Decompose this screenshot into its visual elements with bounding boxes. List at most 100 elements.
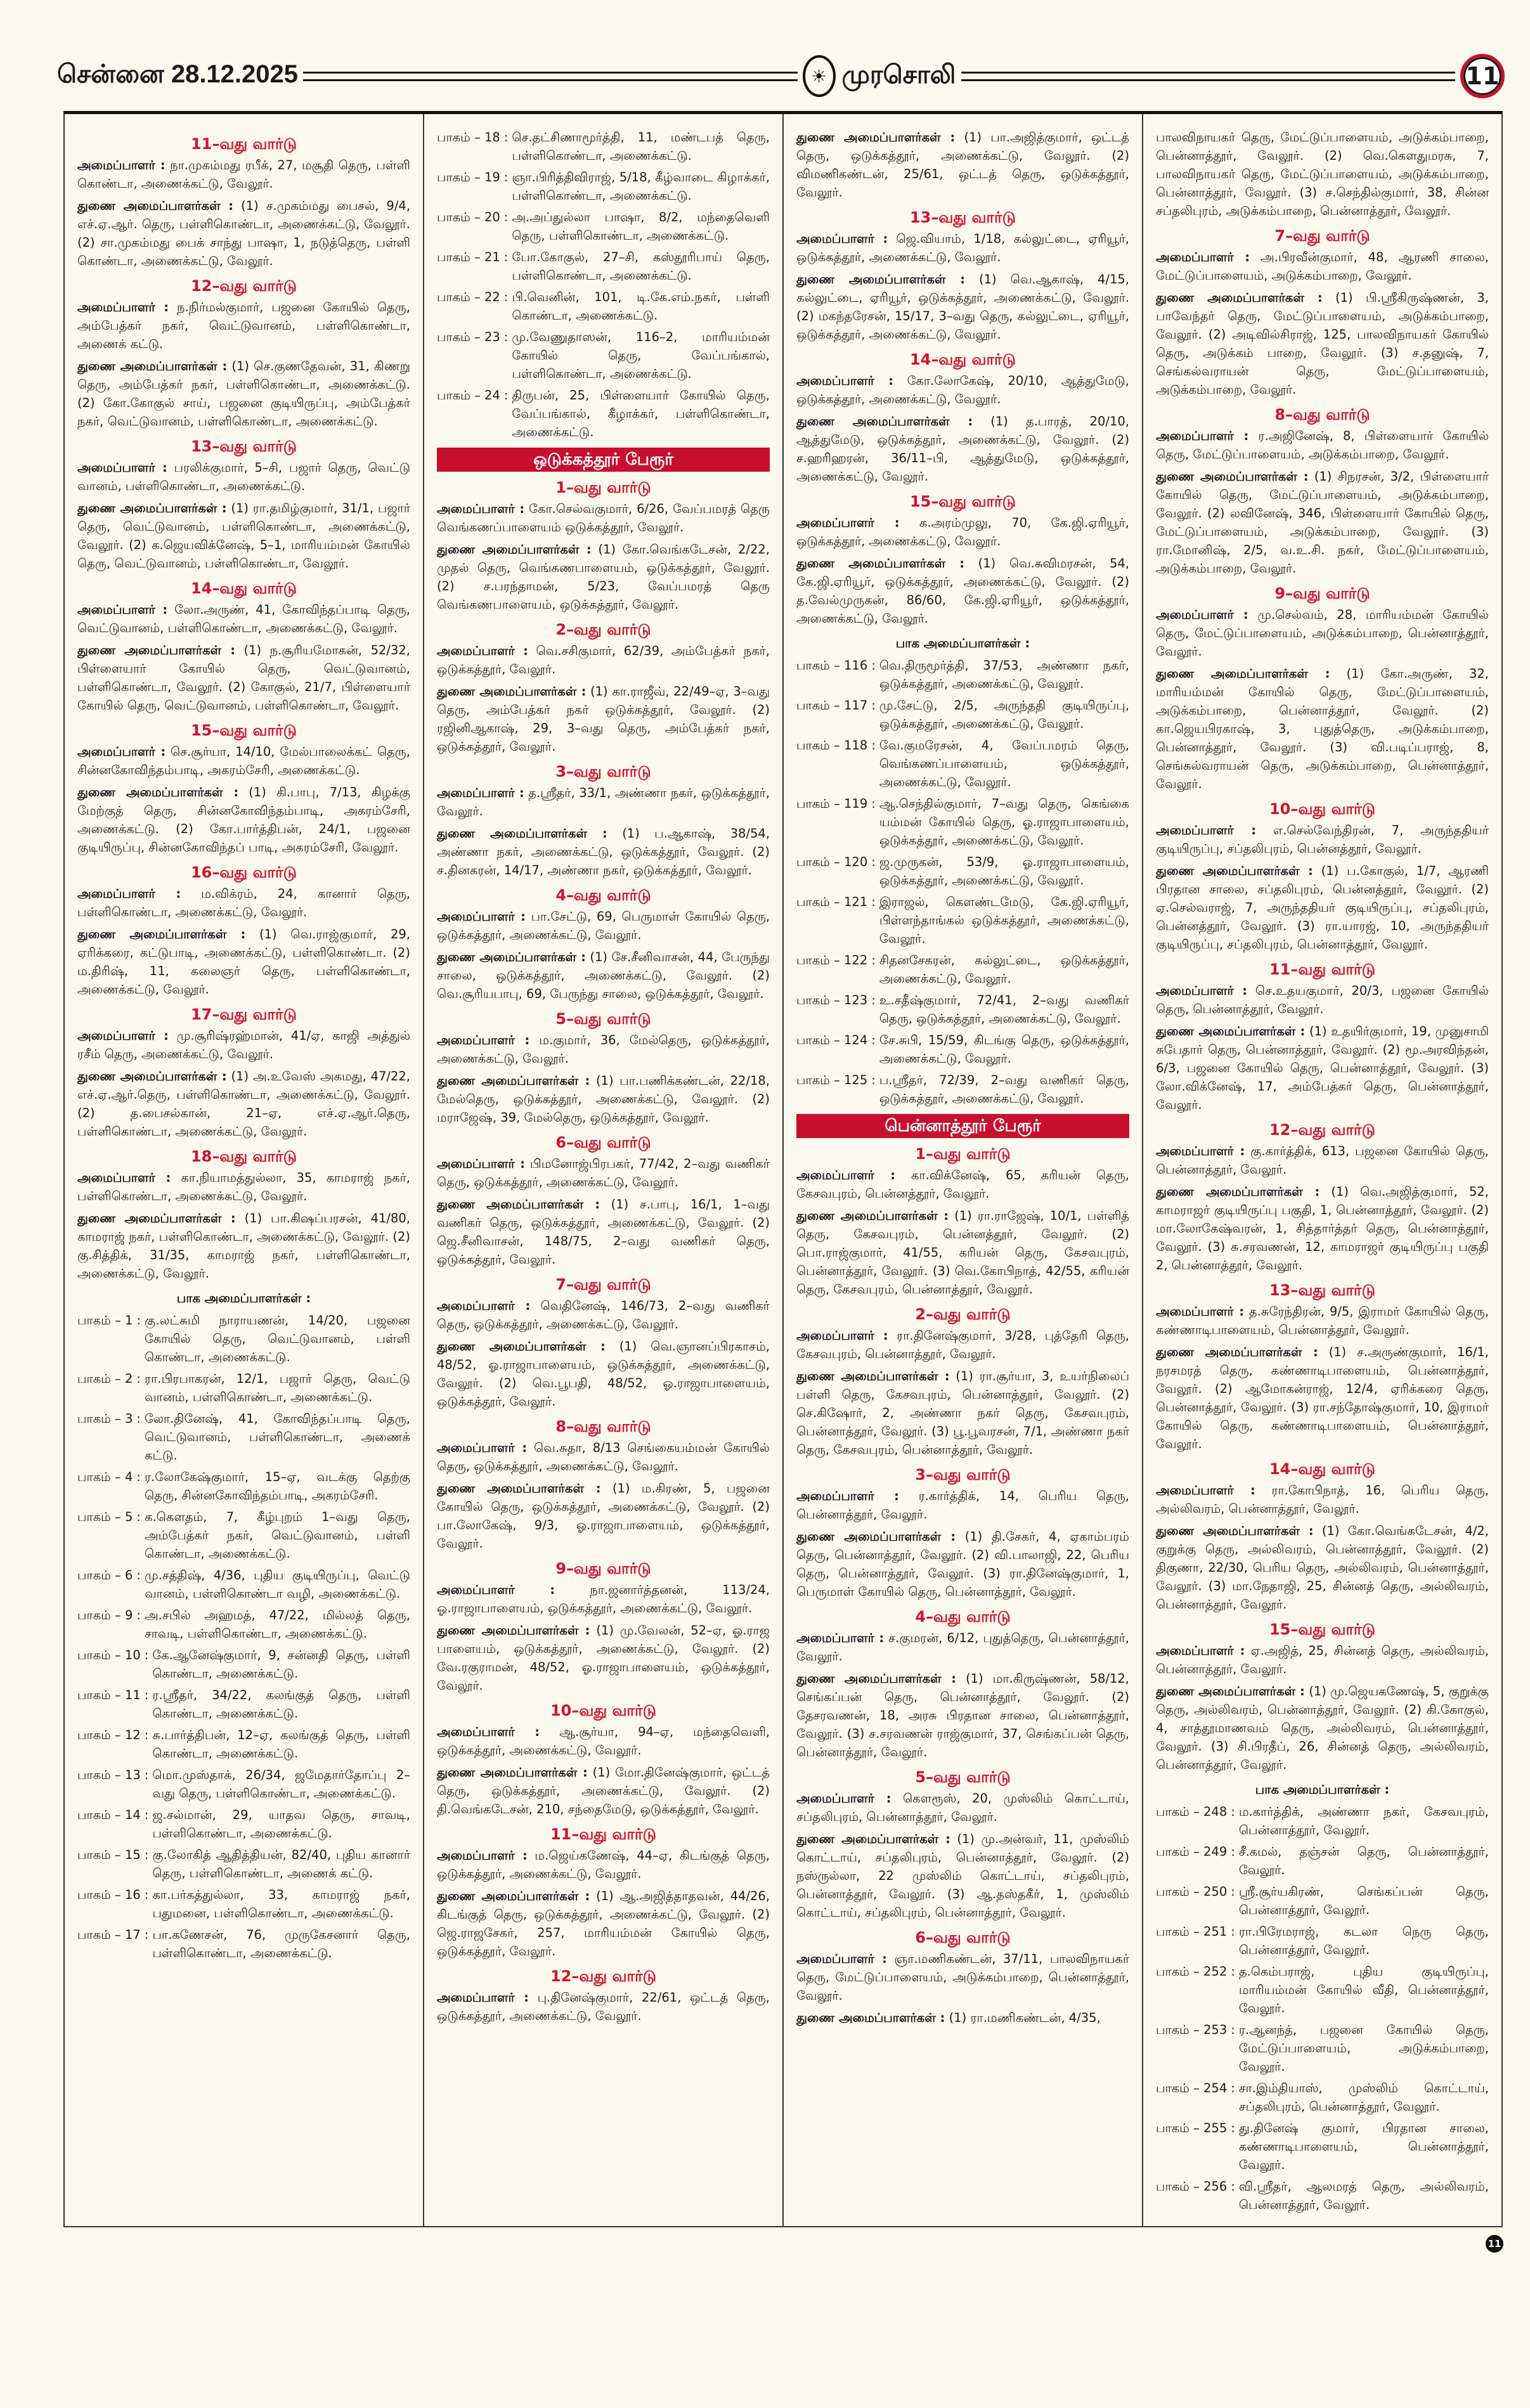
separator: : (136, 1411, 141, 1426)
organizer-entry: துணை அமைப்பாளர்கள் : (1) ச.முகம்மது பைசல… (77, 197, 410, 270)
organizer-details: பாலவிநாயகர் தெரு, மேட்டுப்பாளையம், அடுக்… (1156, 130, 1489, 218)
ward-heading: 10–வது வார்டு (1269, 800, 1375, 818)
separator: : (144, 1848, 149, 1862)
organizer-entry: துணை அமைப்பாளர்கள் : (1) வெ.சுவிமரசன், 5… (796, 554, 1129, 628)
organizer-details: (1) சிநரசன், 3/2, பிள்ளையார் கோயில் தெரு… (1156, 469, 1489, 576)
booth-entry: பாகம் – 11: ர.ஸ்ரீதர், 34/22, கலங்குத் தெ… (77, 1686, 410, 1723)
booth-organizer-details: ஆ.செந்தில்குமார், 7–வது தெரு, கெங்கை யம்… (879, 796, 1129, 848)
separator: : (1231, 1924, 1235, 1939)
booth-entry: பாகம் – 253: ர.ஆனந்த், பஜனை கோயில் தெரு, … (1156, 2021, 1489, 2076)
role-label: அமைப்பாளர் : (77, 1170, 171, 1185)
role-label: அமைப்பாளர் : (437, 786, 524, 800)
separator: : (136, 1510, 141, 1524)
booth-entry: பாகம் – 13: மொ.முஸ்தாக், 26/34, ஜமேதார்தோ… (77, 1766, 410, 1803)
organizer-details: (1) மோ.தினேஷ்குமார், ஒட்டத் தெரு, ஒடுக்க… (437, 1765, 770, 1816)
organizer-details: (1) ந.சூரியமோகன், 52/32, பிள்ளையார் கோயி… (77, 643, 410, 713)
organizer-entry: அமைப்பாளர் : நா.முகம்மது ரபீக், 27, மசூத… (77, 156, 410, 193)
organizer-details: (1) அ.உவேஸ் அகமது, 47/22, எச்.ஏ.ஆர்.தெரு… (77, 1069, 411, 1139)
organizer-details: ரா.தினேஷ்குமார், 3/28, புத்தேரி தெரு, கே… (796, 1328, 1129, 1361)
role-label: அமைப்பாளர் : (437, 909, 526, 924)
booth-entry: பாகம் – 1: கு.லட்சுமி நாராயணன், 14/20, பஜ… (77, 1311, 410, 1366)
newspaper-name: முரசொலி (841, 60, 956, 89)
organizer-details: த.ஸ்ரீதர், 33/1, அண்ணா நகர், ஒடுக்கத்தூர… (437, 786, 770, 819)
organizer-entry: துணை அமைப்பாளர்கள் : (1) கா.ராஜீவ், 22/4… (437, 682, 770, 756)
ward-heading: 17–வது வார்டு (190, 1006, 297, 1023)
role-label: அமைப்பாளர் : (437, 644, 528, 658)
header-rule (303, 71, 798, 81)
separator: : (871, 1073, 876, 1087)
ward-heading: 3–வது வார்டு (555, 763, 651, 780)
role-label: அமைப்பாளர் : (1156, 1304, 1245, 1319)
booth-organizer-details: கே.ஆனேஷ்குமார், 9, சன்னதி தெரு, பள்ளி கொ… (152, 1648, 410, 1681)
booth-organizer-details: ர.லோகேஷ்குமார், 15–ஏ, வடக்கு தெற்கு தெரு… (145, 1470, 410, 1503)
organizer-entry: துணை அமைப்பாளர்கள் : (1) வெ.ஆகாஷ், 4/15,… (796, 270, 1129, 344)
booth-number: பாகம் – 22 (437, 290, 500, 304)
organizer-entry: துணை அமைப்பாளர்கள் : (1) பி.ஸ்ரீகிருஷ்ணன… (1156, 288, 1489, 399)
role-label: அமைப்பாளர் : (437, 1440, 528, 1455)
header-rule (961, 71, 1455, 81)
organizer-details: ஆ.சூர்யா, 94–ஏ, மந்தைவெளி, ஒடுக்கத்தூர்,… (437, 1725, 770, 1757)
role-label: துணை அமைப்பாளர்கள் : (437, 1623, 590, 1638)
booth-organizer-details: கா.பர்கத்துல்லா, 33, காமராஜ் நகர், பதுமன… (152, 1887, 410, 1920)
organizer-entry: துணை அமைப்பாளர்கள் : (1) மு.அன்வர், 11, … (796, 1830, 1129, 1922)
booth-number: பாகம் – 9 (77, 1608, 133, 1622)
organizer-entry: அமைப்பாளர் : ம.ஜெய்கணேஷ், 44–ஏ, கிடங்குத… (437, 1846, 770, 1883)
booth-organizer-details: மு.வேணுதாஸன், 116–2, மாரியம்மன் கோயில் த… (512, 330, 770, 381)
role-label: துணை அமைப்பாளர்கள் : (796, 1529, 956, 1544)
ward-heading: 10–வது வார்டு (550, 1702, 656, 1719)
separator: : (871, 796, 876, 811)
booth-number: பாகம் – 255 (1156, 2121, 1228, 2135)
role-label: அமைப்பாளர் : (1156, 429, 1249, 443)
booth-number: பாகம் – 124 (796, 1033, 868, 1047)
organizer-entry: துணை அமைப்பாளர்கள் : (1) மு.வேலன், 52–ஏ,… (437, 1621, 770, 1695)
organizer-entry: அமைப்பாளர் : கோ.லோகேஷ், 20/10, ஆத்துமேடு… (796, 372, 1129, 408)
booth-organizer-details: ம.கார்த்திக், அண்ணா நகர், கேசவபுரம், பென… (1238, 1804, 1489, 1837)
booth-number: பாகம் – 248 (1156, 1804, 1228, 1819)
role-label: அமைப்பாளர் : (1156, 1483, 1255, 1498)
role-label: துணை அமைப்பாளர்கள் : (796, 414, 973, 429)
organizer-entry: துணை அமைப்பாளர்கள் : (1) தி.சேகர், 4, ஏக… (796, 1527, 1129, 1601)
organizer-details: ஏ.அஜித், 25, சின்னத் தெரு, அல்லிவரம், பெ… (1156, 1643, 1489, 1676)
organizer-entry: அமைப்பாளர் : லோ.அருண், 41, கோவிந்தப்பாடி… (77, 600, 410, 637)
role-label: அமைப்பாளர் : (796, 1952, 887, 1966)
organizer-entry: அமைப்பாளர் : த.சுரேந்திரன், 9/5, இராமர் … (1156, 1302, 1489, 1339)
role-label: அமைப்பாளர் : (437, 1583, 555, 1597)
organizer-details: (1) கா.ராஜீவ், 22/49–ஏ, 3–வது தெரு, அம்ப… (437, 684, 770, 754)
ward-heading: 11–வது வார்டு (190, 135, 297, 153)
organizer-details: நா.ஜனார்த்தனன், 113/24, ஓ.ராஜாபாளையம், ஒ… (437, 1583, 770, 1615)
role-label: துணை அமைப்பாளர்கள் : (437, 1481, 601, 1496)
booth-organizer-details: வெ.திருமூர்த்தி, 37/53, அண்ணா நகர், ஒடுக… (879, 658, 1129, 691)
booth-entry: பாகம் – 254: சா.இம்தியாஸ், முஸ்லிம் கொட்ட… (1156, 2079, 1489, 2116)
ward-heading: 8–வது வார்டு (1274, 406, 1370, 424)
organizer-entry: துணை அமைப்பாளர்கள் : (1) மா.கிருஷ்ணன், 5… (796, 1669, 1129, 1761)
organizer-details: (1) மு.வேலன், 52–ஏ, ஓ.ராஜ பாளையம், ஒடுக்… (437, 1623, 770, 1693)
booth-organizer-details: திருபன், 25, பிள்ளையார் கோயில் தெரு, வேப… (512, 388, 770, 439)
ward-heading: 15–வது வார்டு (1269, 1621, 1375, 1638)
ward-heading: 13–வது வார்டு (1269, 1281, 1375, 1299)
booth-number: பாகம் – 256 (1156, 2179, 1228, 2194)
organizer-details: (1) வெ.ஞானப்பிரகாசம், 48/52, ஓ.ராஜாபாளைய… (437, 1339, 770, 1409)
organizer-details: (1) பா.கிஷப்பரசன், 41/80, காமராஜ் நகர், … (77, 1211, 410, 1281)
booth-entry: பாகம் – 256: வி.ஸ்ரீதர், ஆலமரத் தெரு, அல்… (1156, 2177, 1489, 2214)
ward-heading: 18–வது வார்டு (190, 1148, 297, 1165)
role-label: அமைப்பாளர் : (1156, 1144, 1245, 1158)
organizer-details: (1) ச.முகம்மது பைசல், 9/4, எச்.ஏ.ஆர். தெ… (77, 198, 411, 268)
organizer-entry: துணை அமைப்பாளர்கள் : (1) உதயிர்குமார், 1… (1156, 1022, 1489, 1114)
organizer-entry: அமைப்பாளர் : கா.நியாமத்துல்லா, 35, காமரா… (77, 1168, 410, 1205)
ward-heading: 9–வது வார்டு (1274, 585, 1370, 602)
booth-number: பாகம் – 122 (796, 953, 868, 968)
organizer-entry: துணை அமைப்பாளர்கள் : (1) ப.ஆகாஷ், 38/54,… (437, 824, 770, 879)
separator: : (1231, 1804, 1235, 1819)
organizer-entry: அமைப்பாளர் : ரா.கோபிநாத், 16, பெரிய தெரு… (1156, 1481, 1489, 1518)
organizer-entry: அமைப்பாளர் : கௌரூஸ், 20, முஸ்லிம் கொட்டா… (796, 1789, 1129, 1826)
ward-heading: 11–வது வார்டு (1269, 961, 1375, 978)
booth-organizer-details: து.தினேஷ் குமார், பிரதான சாலை, கண்ணாடிபா… (1238, 2121, 1489, 2172)
separator: : (144, 1768, 149, 1782)
booth-number: பாகம் – 251 (1156, 1924, 1228, 1939)
ward-heading: 14–வது வார்டு (1269, 1460, 1375, 1478)
role-label: அமைப்பாளர் : (77, 602, 168, 617)
role-label: துணை அமைப்பாளர்கள் : (796, 1369, 950, 1383)
booth-organizer-details: மொ.முஸ்தாக், 26/34, ஜமேதார்தோப்பு 2–வது … (152, 1768, 410, 1801)
organizer-details: (1) கோ.அருண், 32, மாரியம்மன் கோயில் தெரு… (1156, 666, 1489, 791)
rising-sun-emblem-icon: ☀ (802, 55, 836, 97)
